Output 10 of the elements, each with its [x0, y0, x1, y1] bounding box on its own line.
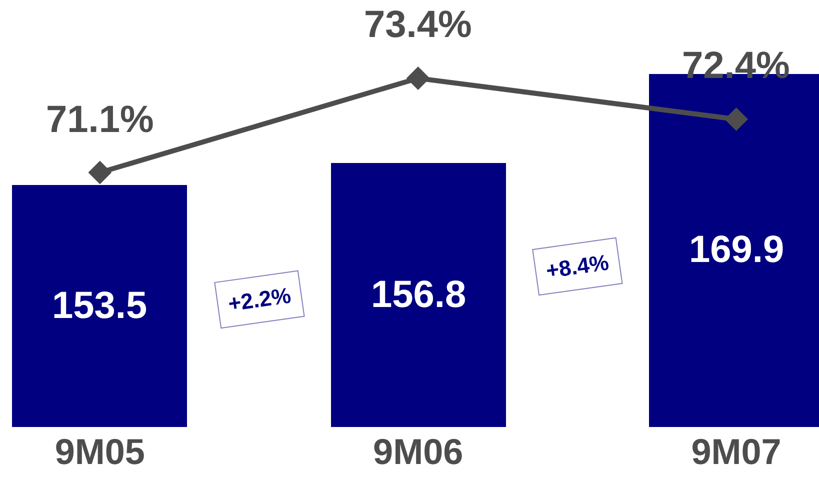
x-tick-label: 9M07 [691, 431, 782, 472]
data-label: 156.8 [371, 274, 466, 316]
annotation: +8.4% [544, 250, 610, 284]
x-tick-label: 9M06 [373, 431, 464, 472]
data-label: 153.5 [52, 285, 148, 327]
x-tick-label: 9M05 [54, 431, 145, 472]
annotation: +2.2% [226, 282, 292, 316]
data-label: 73.4% [364, 4, 472, 46]
data-label: 71.1% [46, 99, 154, 141]
data-label: 169.9 [689, 229, 784, 271]
